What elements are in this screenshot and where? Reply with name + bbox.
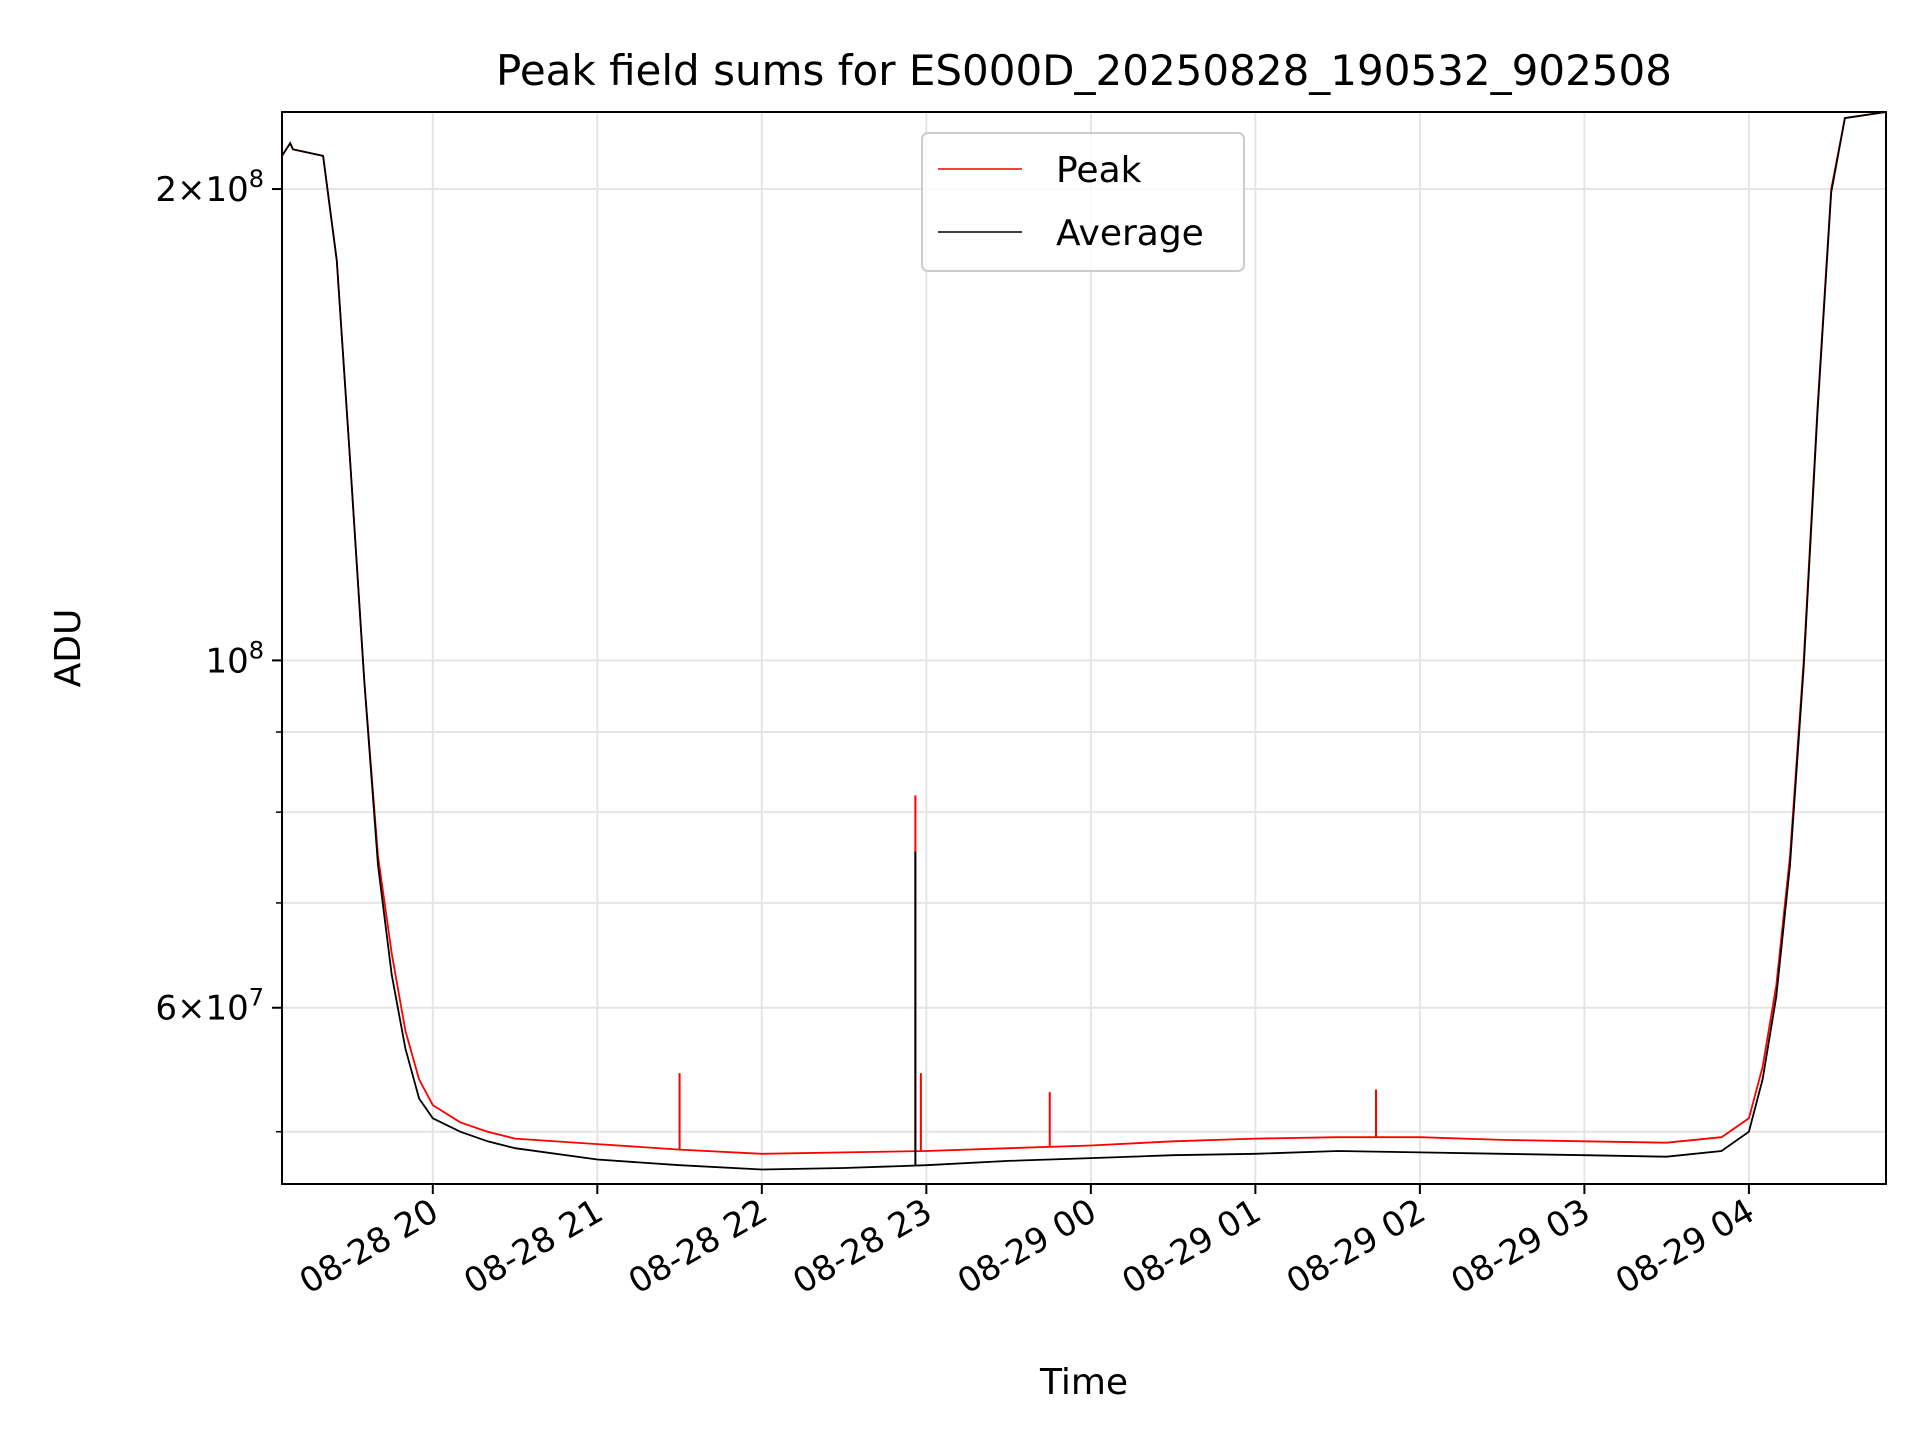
y-tick-exponent: 8 [249, 636, 264, 664]
y-tick-mantissa: 2 [155, 170, 177, 210]
y-tick-base: 10 [205, 170, 248, 210]
y-tick-base: 10 [205, 641, 248, 681]
series-line-average [282, 112, 1886, 1171]
y-tick-base: 10 [205, 989, 248, 1029]
y-axis-label: ADU [48, 609, 89, 688]
y-tick-mantissa: 6 [155, 989, 177, 1029]
legend-average-label: Average [1056, 213, 1204, 254]
legend-peak-label: Peak [1056, 150, 1142, 191]
y-tick-label: 6×107 [155, 984, 264, 1029]
series-layer [282, 112, 1886, 1171]
grid [282, 112, 1886, 1184]
x-axis-label: Time [1039, 1362, 1128, 1403]
y-tick-exponent: 8 [249, 165, 264, 193]
y-tick-times: × [177, 170, 206, 210]
y-tick-exponent: 7 [249, 984, 264, 1012]
y-tick-times: × [177, 989, 206, 1029]
plot-frame [281, 111, 1887, 1185]
y-tick-label: 2×108 [155, 165, 264, 210]
legend-box [921, 132, 1245, 272]
legend: Peak Average [921, 132, 1245, 272]
y-tick-label: 108 [205, 636, 264, 681]
chart-title: Peak field sums for ES000D_20250828_1905… [496, 46, 1672, 95]
